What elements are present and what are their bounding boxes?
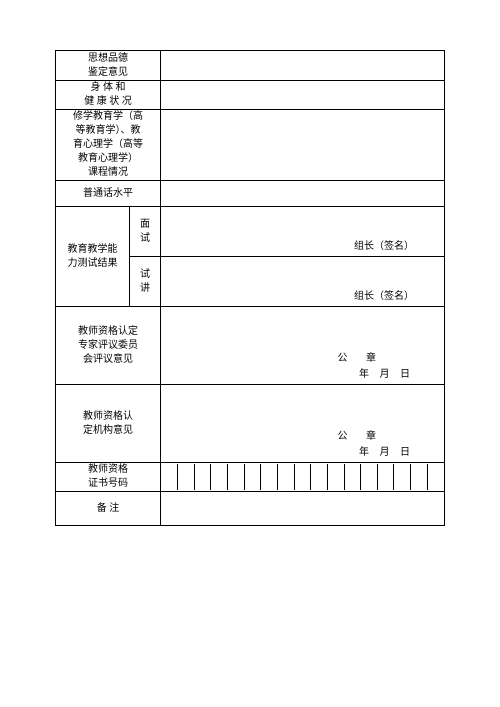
text: 讲 [130,282,160,296]
text: 力测试结果 [56,257,129,271]
signature-interview: 组长（签名） [354,237,414,252]
field-courses[interactable] [161,110,445,181]
text: 课程情况 [56,166,160,180]
seal-inst: 公 章 [338,427,385,442]
label-interview: 面 试 [129,207,160,257]
seal-expert: 公 章 [338,349,385,364]
text: 身 体 和 [56,81,160,95]
text: 鉴定意见 [56,66,160,80]
cert-digit-cell[interactable] [327,464,344,490]
date-expert: 年 月 日 [359,365,414,380]
label-putonghua: 普通话水平 [56,181,161,207]
field-cert[interactable] [161,463,445,492]
field-health[interactable] [161,81,445,110]
label-trial: 试 讲 [129,257,160,307]
cert-digit-cell[interactable] [361,464,378,490]
text: 备 注 [56,502,160,516]
text: 证书号码 [56,477,160,491]
cert-digit-cell[interactable] [394,464,411,490]
label-health: 身 体 和 健 康 状 况 [56,81,161,110]
text: 试 [130,268,160,282]
cert-digit-cell[interactable] [311,464,328,490]
cert-digit-cell[interactable] [377,464,394,490]
cert-digit-cell[interactable] [294,464,311,490]
field-putonghua[interactable] [161,181,445,207]
text: 普通话水平 [56,187,160,201]
signature-trial: 组长（签名） [354,287,414,302]
cert-digit-cell[interactable] [194,464,211,490]
teacher-qualification-form: 思想品德 鉴定意见 身 体 和 健 康 状 况 修学教育学（高 等教育学）、教 … [55,50,445,526]
text: 教师资格 [56,463,160,477]
field-trial[interactable]: 组长（签名） [161,257,445,307]
cert-digit-cell[interactable] [244,464,261,490]
text: 面 [130,218,160,232]
text: 教育教学能 [56,243,129,257]
date-inst: 年 月 日 [359,443,414,458]
cert-number-grid [161,464,444,490]
cert-digit-cell[interactable] [178,464,195,490]
field-expert[interactable]: 公 章 年 月 日 [161,307,445,385]
field-moral[interactable] [161,51,445,81]
text: 定机构意见 [56,424,160,438]
text: 修学教育学（高 [56,110,160,124]
text: 等教育学）、教 [56,124,160,138]
cert-digit-cell[interactable] [228,464,245,490]
cert-digit-cell[interactable] [427,464,444,490]
cert-digit-cell[interactable] [211,464,228,490]
text: 思想品德 [56,52,160,66]
text: 教师资格认 [56,410,160,424]
text: 教育心理学） [56,152,160,166]
cert-digit-cell[interactable] [344,464,361,490]
cert-digit-cell[interactable] [261,464,278,490]
text: 会评议意见 [56,353,160,367]
text: 专家评议委员 [56,339,160,353]
label-expert: 教师资格认定 专家评议委员 会评议意见 [56,307,161,385]
label-courses: 修学教育学（高 等教育学）、教 育心理学（高等 教育心理学） 课程情况 [56,110,161,181]
label-ability: 教育教学能 力测试结果 [56,207,130,307]
label-moral: 思想品德 鉴定意见 [56,51,161,81]
cert-digit-cell[interactable] [411,464,428,490]
label-inst: 教师资格认 定机构意见 [56,385,161,463]
text: 教师资格认定 [56,325,160,339]
cert-digit-cell[interactable] [278,464,295,490]
label-note: 备 注 [56,492,161,526]
field-inst[interactable]: 公 章 年 月 日 [161,385,445,463]
field-note[interactable] [161,492,445,526]
label-cert: 教师资格 证书号码 [56,463,161,492]
text: 试 [130,232,160,246]
field-interview[interactable]: 组长（签名） [161,207,445,257]
text: 健 康 状 况 [56,95,160,109]
cert-digit-cell[interactable] [161,464,178,490]
text: 育心理学（高等 [56,138,160,152]
